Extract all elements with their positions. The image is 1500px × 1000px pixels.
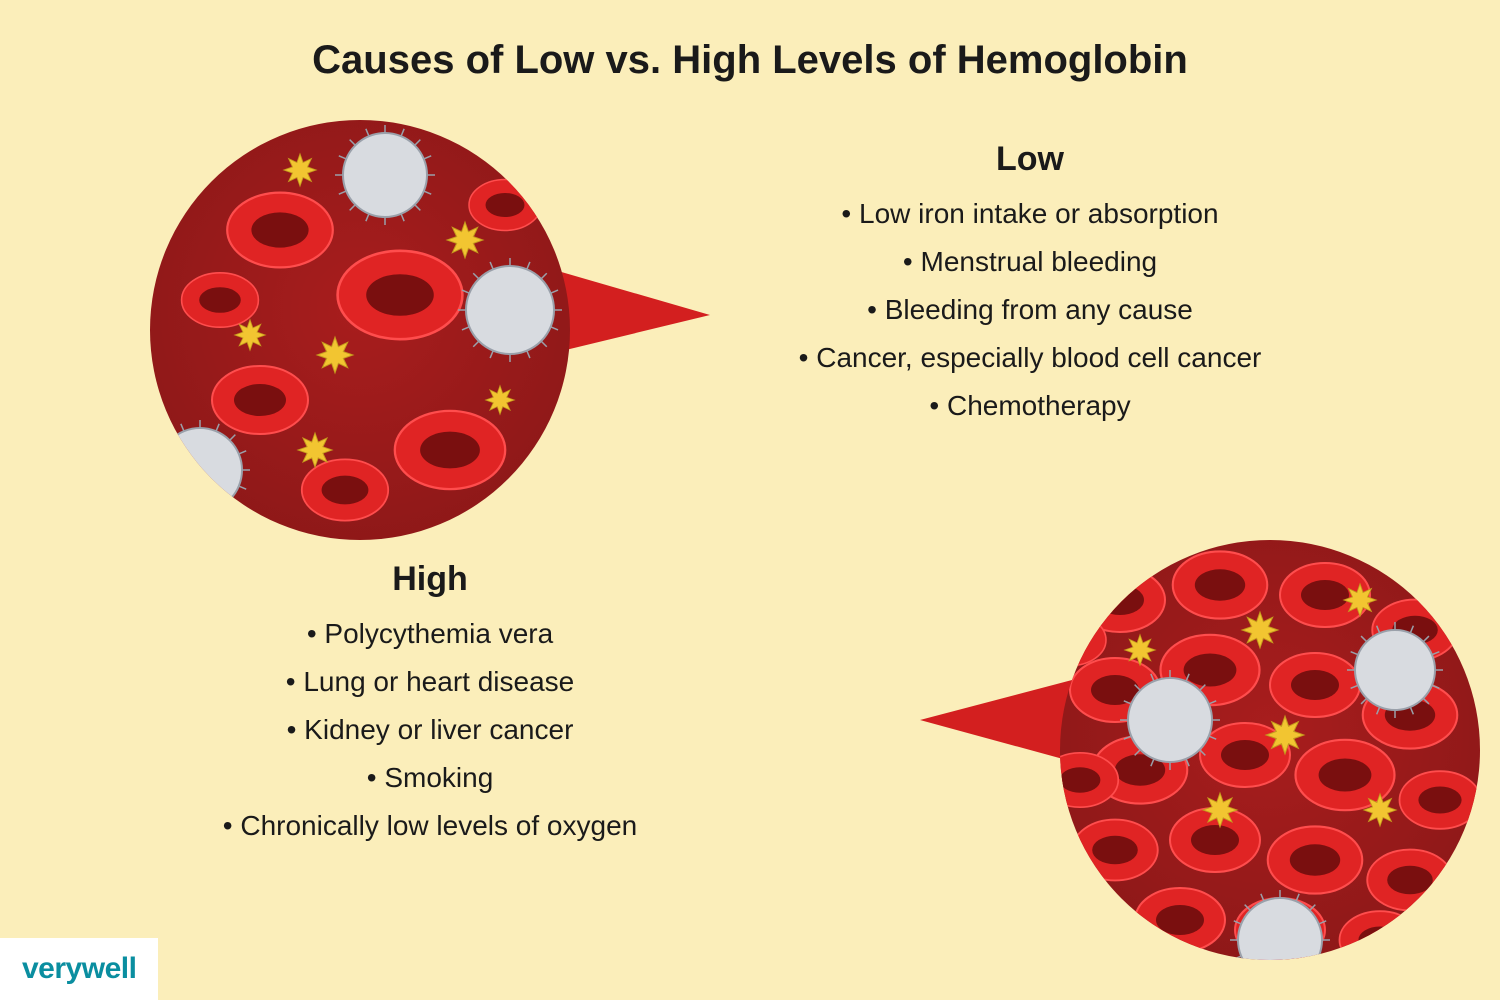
low-causes-block: Low Low iron intake or absorption Menstr… [680, 140, 1380, 433]
high-cause-item: Chronically low levels of oxygen [130, 805, 730, 847]
high-causes-block: High Polycythemia vera Lung or heart dis… [130, 560, 730, 853]
high-heading: High [130, 560, 730, 599]
low-cause-item: Low iron intake or absorption [680, 193, 1380, 235]
low-hemoglobin-illustration [150, 120, 570, 540]
infographic-canvas: Causes of Low vs. High Levels of Hemoglo… [0, 0, 1500, 1000]
low-cause-item: Menstrual bleeding [680, 241, 1380, 283]
high-causes-list: Polycythemia vera Lung or heart disease … [130, 613, 730, 847]
low-cause-item: Cancer, especially blood cell cancer [680, 337, 1380, 379]
high-cause-item: Polycythemia vera [130, 613, 730, 655]
low-causes-list: Low iron intake or absorption Menstrual … [680, 193, 1380, 427]
high-cause-item: Kidney or liver cancer [130, 709, 730, 751]
low-cause-item: Chemotherapy [680, 385, 1380, 427]
high-cause-item: Smoking [130, 757, 730, 799]
high-hemoglobin-illustration [920, 540, 1340, 960]
main-title: Causes of Low vs. High Levels of Hemoglo… [0, 38, 1500, 83]
high-cause-item: Lung or heart disease [130, 661, 730, 703]
low-cause-item: Bleeding from any cause [680, 289, 1380, 331]
brand-logo: verywell [0, 938, 158, 1000]
low-heading: Low [680, 140, 1380, 179]
